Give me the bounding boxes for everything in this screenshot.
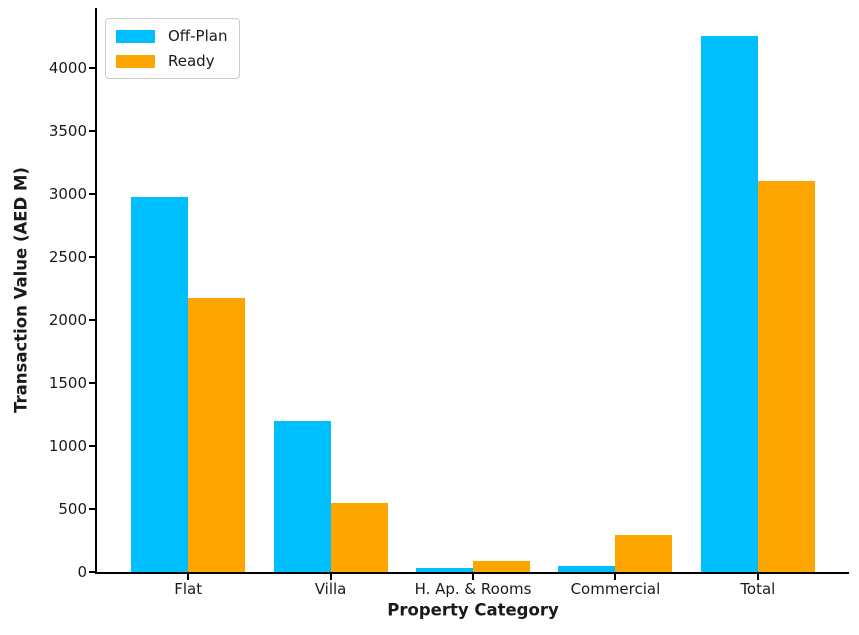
bar-off-plan-flat bbox=[131, 196, 189, 572]
legend-label: Ready bbox=[168, 52, 215, 70]
x-tick-mark bbox=[329, 574, 332, 580]
x-tick-label: Commercial bbox=[570, 580, 661, 598]
y-tick-mark bbox=[89, 507, 95, 510]
y-tick-label: 3000 bbox=[48, 184, 87, 203]
legend-swatch-icon bbox=[116, 29, 155, 43]
y-tick-label: 0 bbox=[77, 563, 87, 581]
y-tick-mark bbox=[89, 66, 95, 69]
y-tick-mark bbox=[89, 318, 95, 321]
y-tick-label: 500 bbox=[58, 499, 87, 518]
bar-off-plan-commercial bbox=[558, 566, 616, 572]
y-tick-mark bbox=[89, 192, 95, 195]
bar-ready-flat bbox=[188, 298, 246, 572]
x-tick-mark bbox=[756, 574, 759, 580]
bar-ready-commercial bbox=[615, 534, 673, 572]
legend-label: Off-Plan bbox=[168, 27, 228, 45]
bar-ready-total bbox=[757, 181, 815, 572]
y-tick-label: 1000 bbox=[48, 436, 87, 455]
y-tick-label: 4000 bbox=[48, 58, 87, 77]
y-tick-mark bbox=[89, 255, 95, 258]
y-axis-spine bbox=[95, 8, 97, 574]
bar-ready-villa bbox=[330, 502, 388, 572]
legend-item-off-plan: Off-Plan bbox=[116, 27, 227, 45]
legend-swatch-icon bbox=[116, 54, 155, 68]
y-tick-label: 3500 bbox=[48, 121, 87, 140]
x-tick-label: H. Ap. & Rooms bbox=[414, 580, 532, 598]
x-tick-mark bbox=[614, 574, 617, 580]
plot-area: 0 500 1000 1500 2000 2500 3000 3500 4000 Flat Vil… bbox=[49, 8, 849, 598]
x-tick-mark bbox=[187, 574, 190, 580]
y-tick-label: 2500 bbox=[48, 247, 87, 266]
x-axis-spine bbox=[95, 572, 849, 574]
y-tick-mark bbox=[89, 444, 95, 447]
y-axis-label: Transaction Value (AED M) bbox=[11, 167, 31, 413]
x-tick-mark bbox=[472, 574, 474, 580]
bar-ready-h-ap-rooms bbox=[473, 561, 530, 572]
x-tick-label: Villa bbox=[314, 580, 347, 598]
x-tick-label: Flat bbox=[174, 580, 203, 598]
y-tick-label: 2000 bbox=[48, 310, 87, 329]
x-tick-label: Total bbox=[740, 580, 776, 598]
legend-item-ready: Ready bbox=[116, 52, 227, 70]
y-tick-mark bbox=[89, 381, 95, 384]
y-tick-mark bbox=[89, 571, 95, 573]
bar-off-plan-villa bbox=[273, 420, 331, 572]
bar-off-plan-total bbox=[700, 36, 758, 572]
legend: Off-Plan Ready bbox=[105, 18, 241, 79]
y-tick-label: 1500 bbox=[48, 373, 87, 392]
bar-off-plan-h-ap-rooms bbox=[416, 568, 473, 572]
x-axis-label: Property Category bbox=[387, 600, 559, 620]
y-tick-mark bbox=[89, 129, 95, 132]
